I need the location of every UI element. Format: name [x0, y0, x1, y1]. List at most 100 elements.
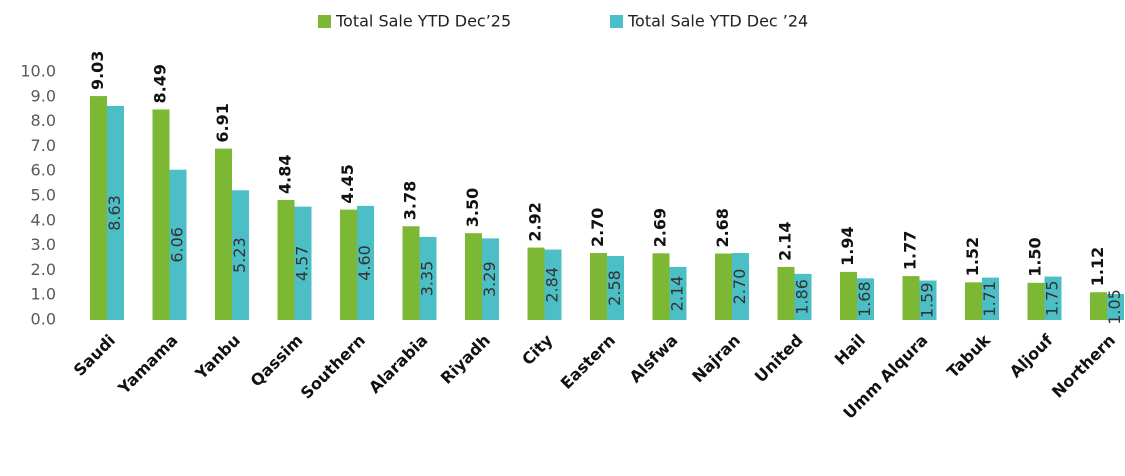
y-tick-label: 9.0 [31, 86, 56, 105]
y-tick-label: 8.0 [31, 111, 56, 130]
bar [107, 105, 124, 320]
legend-label: Total Sale YTD Dec’25 [335, 12, 511, 31]
data-label: 1.12 [1088, 247, 1107, 286]
data-label: 1.05 [1105, 289, 1124, 325]
data-label: 2.68 [713, 208, 732, 247]
x-tick-label: Southern [297, 331, 369, 403]
data-label: 2.14 [776, 221, 795, 260]
bar [232, 190, 249, 320]
data-label: 1.75 [1043, 280, 1062, 316]
bar [340, 209, 357, 320]
x-tick-label: Yanbu [191, 331, 244, 384]
bar [857, 278, 874, 320]
data-label: 1.52 [963, 237, 982, 276]
x-tick-label: Alsfwa [626, 331, 682, 387]
data-label: 2.14 [668, 276, 687, 312]
data-label: 1.68 [855, 281, 874, 317]
x-tick-label: Northern [1048, 331, 1119, 402]
bar [402, 226, 420, 320]
data-label: 8.49 [151, 64, 170, 103]
bar [215, 148, 232, 320]
bar [590, 253, 607, 320]
data-label: 2.92 [526, 202, 545, 241]
y-tick-label: 5.0 [31, 186, 56, 205]
bar [902, 276, 920, 320]
x-tick-label: Qassim [247, 331, 307, 391]
data-label: 9.03 [88, 51, 107, 90]
bar [840, 271, 857, 320]
x-tick-label: Riyadh [437, 331, 494, 388]
data-label: 3.29 [480, 261, 499, 297]
bar [152, 109, 170, 320]
data-label: 1.94 [838, 226, 857, 265]
legend-swatch [318, 15, 331, 28]
bar [90, 96, 107, 320]
data-label: 4.60 [355, 245, 374, 281]
x-tick-label: Eastern [557, 331, 619, 393]
data-label: 2.69 [651, 208, 670, 247]
legend-label: Total Sale YTD Dec ’24 [627, 12, 808, 31]
bar [794, 273, 812, 320]
x-tick-label: Tabuk [943, 330, 994, 381]
bar [294, 206, 312, 320]
bar [732, 253, 749, 320]
data-label: 6.91 [213, 103, 232, 142]
data-label: 3.50 [463, 188, 482, 227]
data-label: 3.35 [418, 261, 437, 297]
x-tick-label: Najran [688, 331, 744, 387]
y-tick-label: 2.0 [31, 260, 56, 279]
data-label: 4.45 [338, 164, 357, 203]
bar [169, 169, 187, 320]
y-tick-label: 10.0 [20, 62, 56, 81]
bar [919, 280, 937, 320]
y-tick-label: 6.0 [31, 161, 56, 180]
data-label: 6.06 [168, 227, 187, 263]
bar [669, 266, 687, 320]
bar [652, 253, 670, 320]
data-label: 2.58 [605, 270, 624, 306]
legend-swatch [610, 15, 623, 28]
bar [1107, 293, 1124, 320]
bar [1090, 292, 1107, 320]
y-tick-label: 4.0 [31, 210, 56, 229]
bar [357, 205, 374, 320]
data-label: 2.84 [543, 267, 562, 303]
x-tick-label: Yamama [114, 331, 182, 399]
bar [607, 256, 624, 320]
x-tick-label: United [751, 331, 807, 387]
bar [1044, 276, 1062, 320]
bar [527, 247, 545, 320]
data-label: 2.70 [588, 208, 607, 247]
data-label: 4.84 [276, 154, 295, 193]
x-tick-label: Hail [831, 331, 869, 369]
x-tick-label: Alarabia [365, 331, 432, 398]
bar [982, 277, 999, 320]
data-label: 1.71 [980, 281, 999, 317]
y-tick-label: 1.0 [31, 285, 56, 304]
data-label: 5.23 [230, 237, 249, 273]
y-tick-label: 7.0 [31, 136, 56, 155]
bar [465, 233, 482, 320]
bar [482, 238, 499, 320]
x-tick-label: City [518, 330, 557, 369]
bar [965, 282, 982, 320]
bar [1027, 282, 1045, 320]
data-label: 4.57 [293, 246, 312, 282]
bar [277, 199, 295, 320]
y-tick-label: 0.0 [31, 310, 56, 329]
data-label: 1.77 [901, 231, 920, 270]
bar [419, 236, 437, 320]
y-tick-label: 3.0 [31, 235, 56, 254]
bar [715, 253, 732, 320]
x-tick-label: Saudi [70, 331, 119, 380]
data-label: 1.86 [793, 279, 812, 315]
data-label: 3.78 [401, 181, 420, 220]
x-tick-label: Aljouf [1006, 330, 1057, 381]
bar [544, 249, 562, 320]
data-label: 1.59 [918, 282, 937, 318]
data-label: 2.70 [730, 269, 749, 305]
data-label: 1.50 [1026, 237, 1045, 276]
bar [777, 266, 795, 320]
